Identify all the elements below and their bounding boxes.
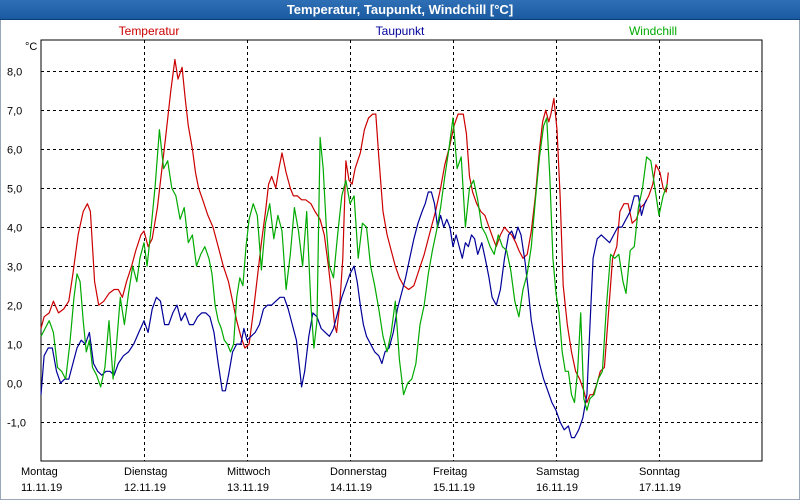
x-axis: Montag 11.11.19 Dienstag 12.11.19 Mittwoch 13… [21, 466, 681, 494]
y-tick-label: 4,0 [7, 223, 22, 235]
series [40, 58, 669, 439]
y-tick-label: 8,0 [7, 67, 22, 79]
window-title: Temperatur, Taupunkt, Windchill [°C] [0, 0, 800, 20]
day-name-label: Montag [21, 466, 58, 478]
y-tick-label: 0,0 [7, 379, 22, 391]
series-line-taupunkt [40, 191, 648, 439]
day-name-label: Freitag [433, 466, 467, 478]
date-label: 13.11.19 [227, 482, 269, 494]
day-name-label: Mittwoch [227, 466, 270, 478]
legend-temperatur: Temperatur [119, 24, 180, 38]
y-tick-label: -1,0 [7, 418, 26, 430]
day-name-label: Samstag [536, 466, 579, 478]
y-axis: -1,0 0,0 1,0 2,0 3,0 4,0 5,0 6,0 7,0 8,0 [7, 67, 26, 430]
date-label: 15.11.19 [433, 482, 475, 494]
date-label: 14.11.19 [330, 482, 372, 494]
legend: Temperatur Taupunkt Windchill [119, 24, 677, 38]
line-chart: -1,0 0,0 1,0 2,0 3,0 4,0 5,0 6,0 7,0 8,0 °C Tempe… [7, 24, 763, 494]
y-tick-label: 3,0 [7, 262, 22, 274]
date-label: 16.11.19 [536, 482, 578, 494]
date-label: 17.11.19 [639, 482, 681, 494]
legend-windchill: Windchill [629, 24, 677, 38]
date-label: 12.11.19 [124, 482, 166, 494]
day-name-label: Donnerstag [330, 466, 387, 478]
series-line-temperatur [40, 58, 669, 404]
y-tick-label: 1,0 [7, 340, 22, 352]
y-tick-label: 2,0 [7, 301, 22, 313]
plot-area [40, 39, 763, 462]
y-tick-label: 6,0 [7, 145, 22, 157]
day-name-label: Sonntag [639, 466, 680, 478]
y-tick-label: 7,0 [7, 106, 22, 118]
y-tick-label: 5,0 [7, 184, 22, 196]
chart-frame: -1,0 0,0 1,0 2,0 3,0 4,0 5,0 6,0 7,0 8,0 °C Tempe… [0, 20, 800, 500]
series-line-windchill [40, 117, 668, 411]
y-axis-label: °C [25, 41, 37, 53]
date-label: 11.11.19 [21, 482, 62, 494]
legend-taupunkt: Taupunkt [376, 24, 425, 38]
day-name-label: Dienstag [124, 466, 167, 478]
